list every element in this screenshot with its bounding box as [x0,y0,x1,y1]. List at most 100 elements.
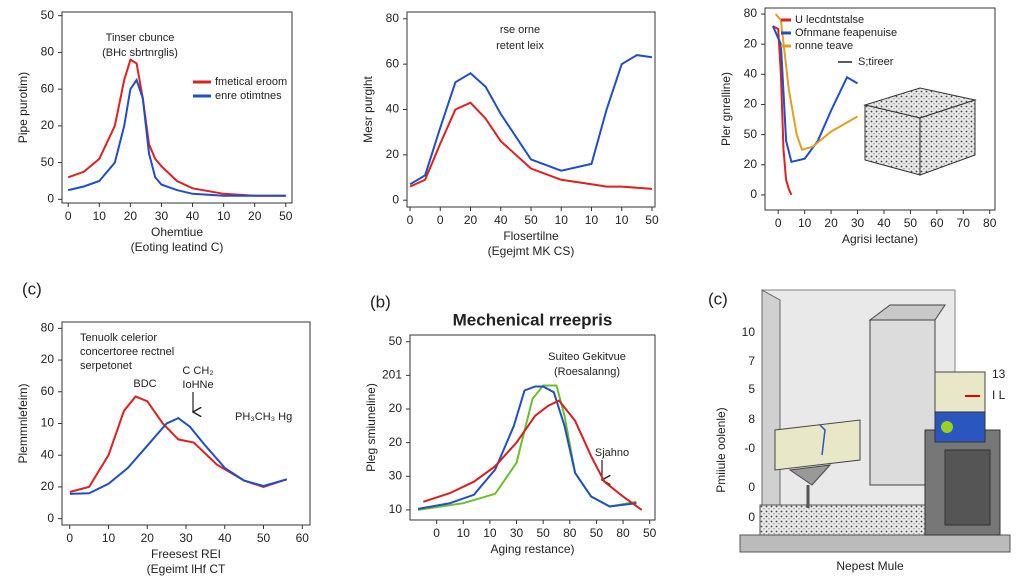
y-tick-label: 201 [382,368,402,382]
annotation: Tinser cbunce [106,32,175,44]
legend-label: fmetical eroom [215,76,287,88]
y-tick-label: 20 [41,352,55,366]
legend-label: U lecdntstalse [795,14,864,26]
x-axis-label: Agrisi lectane) [842,232,918,246]
legend-label: Ofnmane feapenuise [795,27,897,39]
x-tick-label: 0 [437,213,444,227]
annotation: IoHNe [182,379,213,391]
data-line [409,101,653,190]
annotation: PH₃CH₃ Hg [235,411,292,423]
x-tick-label: 0 [407,213,414,227]
data-line [67,77,286,197]
x-tick-label: 40 [218,531,232,545]
y-tick-label: 40 [386,102,400,116]
x-tick-label: 50 [279,209,293,223]
x-tick-label: 80 [983,216,997,230]
x-tick-label: 50 [524,213,538,227]
x-tick-label: 10 [555,213,569,227]
x-tick-label: 40 [494,213,508,227]
x-tick-label: 10 [217,209,231,223]
x-tick-label: 60 [296,531,310,545]
x-tick-label: 50 [536,526,550,540]
x-tick-label: 20 [248,209,262,223]
x-tick-label: 10 [102,531,116,545]
y-axis-label: Plemmnlefeim) [16,383,30,463]
y-tick-label: 50 [389,334,403,348]
x-axis-label: Aging restance) [490,542,574,556]
x-tick-label: 70 [957,216,971,230]
data-line [417,385,637,510]
x-axis-note: (Egeimt lHf CT [147,562,226,576]
x-tick-label: 10 [457,526,471,540]
x-tick-label: 30 [510,526,524,540]
x-tick-label: 30 [179,531,193,545]
x-tick-label: 50 [257,531,271,545]
y-tick-label: 30 [389,468,403,482]
annotation: retent leix [496,40,544,52]
x-tick-label: 0 [433,526,440,540]
x-tick-label: 20 [141,531,155,545]
annotation: Sjahno [595,447,629,459]
data-line [69,416,288,495]
scale-label: -0 [744,441,755,455]
annotation: (Roesalanng) [554,366,620,378]
y-axis-label: Pmiiule oolenle) [714,407,728,492]
y-tick-label: 60 [41,81,55,95]
y-axis-label: Mesr purgiht [361,75,375,142]
x-axis-note: (Eoting leatind C) [131,240,224,254]
plot-frame [764,7,996,211]
x-axis-label: Flosertilne [503,229,559,243]
data-line [772,25,793,196]
x-tick-label: 30 [851,216,865,230]
panel-label: (b) [370,292,391,311]
plot-frame [409,334,656,521]
y-tick-label: 80 [386,11,400,25]
x-tick-label: 30 [155,209,169,223]
data-line [409,54,653,186]
annotation: C CH₂ [182,365,213,377]
x-tick-label: 10 [585,213,599,227]
x-tick-label: 0 [65,209,72,223]
x-tick-label: 10 [483,526,497,540]
x-axis-note: (Egejmt MK CS) [488,244,575,258]
y-tick-label: 10 [41,416,55,430]
y-tick-label: 60 [386,56,400,70]
y-tick-label: 60 [41,384,55,398]
legend-label: ronne teave [795,40,853,52]
x-tick-label: 20 [824,216,838,230]
y-tick-label: 80 [41,45,55,59]
scale-label: 8 [748,412,755,426]
x-tick-label: 50 [904,216,918,230]
x-tick-label: 10 [615,213,629,227]
y-tick-label: 0 [47,191,54,205]
caption: Nepest Mule [836,559,904,573]
y-tick-label: 10 [389,502,403,516]
data-line [422,399,643,511]
y-tick-label: 0 [47,511,54,525]
y-tick-label: 0 [392,192,399,206]
y-tick-label: 50 [41,155,55,169]
plot-frame [61,11,293,204]
y-axis-label: Pleg smiuneline) [364,383,378,472]
x-tick-label: 0 [66,531,73,545]
annotation: rse orne [500,24,540,36]
annotation: S;tireer [858,56,894,68]
x-tick-label: 10 [93,209,107,223]
y-tick-label: 50 [41,8,55,22]
chart-title: Mechenical rreepris [453,310,613,329]
scale-label: 0 [748,510,755,524]
annotation: concertoree rectnel [80,346,174,358]
annotation: serpetonet [80,360,132,372]
side-label: 13 [992,367,1006,381]
y-tick-label: 20 [744,157,758,171]
cube-illustration [863,87,977,176]
y-tick-label: 20 [389,401,403,415]
y-tick-label: 50 [744,127,758,141]
side-label: I L [992,388,1006,402]
x-tick-label: 0 [775,216,782,230]
y-tick-label: 40 [744,67,758,81]
x-tick-label: 50 [645,213,659,227]
x-tick-label: 80 [563,526,577,540]
y-tick-label: 0 [750,187,757,201]
